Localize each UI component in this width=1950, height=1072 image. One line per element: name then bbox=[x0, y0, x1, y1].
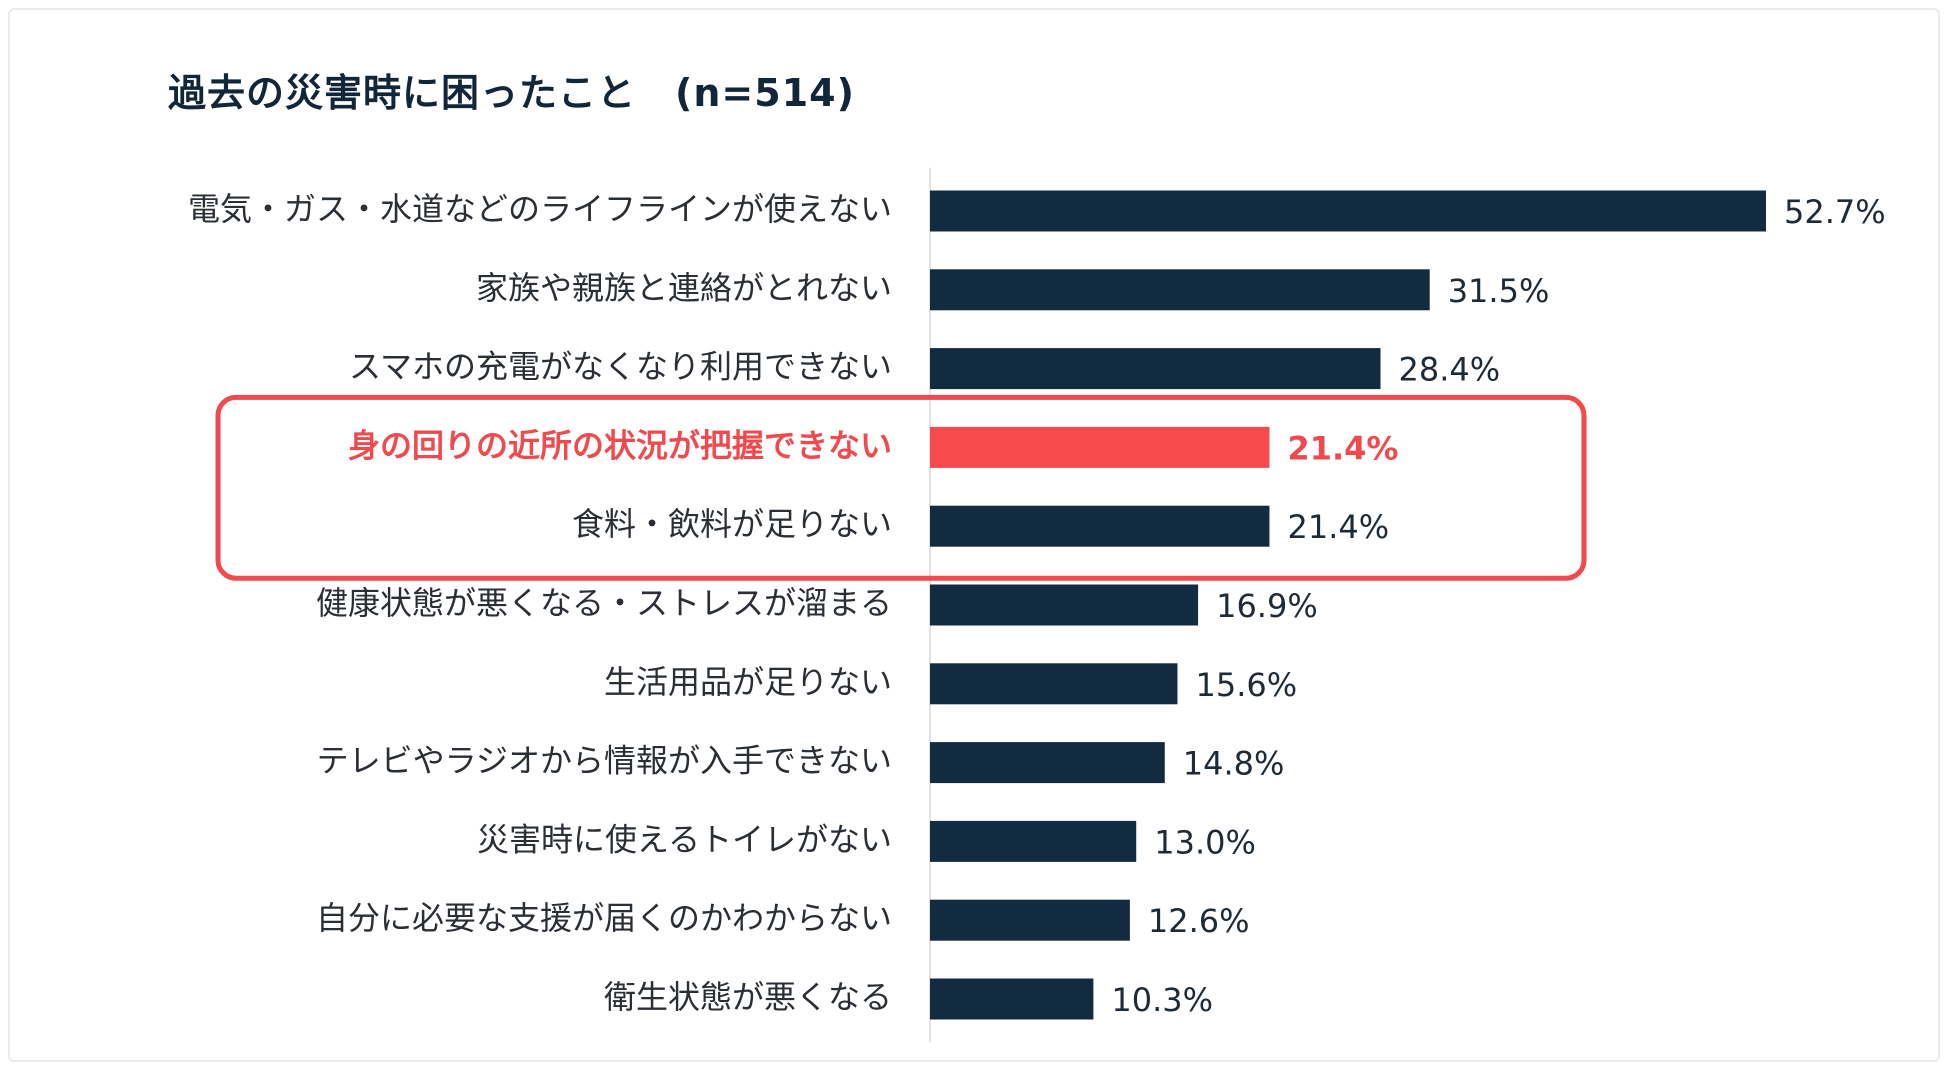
bar-10 bbox=[930, 978, 1094, 1020]
value-label-6: 15.6% bbox=[1195, 666, 1297, 704]
category-label-1: 家族や親族と連絡がとれない bbox=[476, 269, 892, 307]
category-label-2: スマホの充電がなくなり利用できない bbox=[349, 348, 892, 386]
value-label-10: 10.3% bbox=[1111, 981, 1213, 1019]
category-label-5: 健康状態が悪くなる・ストレスが溜まる bbox=[316, 584, 892, 622]
value-label-4: 21.4% bbox=[1287, 508, 1389, 546]
highlight-box bbox=[215, 394, 1587, 581]
bar-3 bbox=[930, 426, 1270, 468]
bar-1 bbox=[930, 269, 1430, 311]
bar-5 bbox=[930, 584, 1199, 626]
category-label-6: 生活用品が足りない bbox=[604, 663, 892, 701]
category-label-0: 電気・ガス・水道などのライフラインが使えない bbox=[188, 190, 892, 228]
value-label-8: 13.0% bbox=[1154, 823, 1256, 861]
bar-2 bbox=[930, 348, 1381, 390]
value-label-3: 21.4% bbox=[1287, 429, 1398, 467]
value-label-1: 31.5% bbox=[1448, 272, 1550, 310]
category-label-10: 衛生状態が悪くなる bbox=[604, 978, 892, 1016]
bar-7 bbox=[930, 742, 1165, 784]
bar-6 bbox=[930, 663, 1178, 705]
value-label-9: 12.6% bbox=[1148, 902, 1250, 940]
value-label-7: 14.8% bbox=[1183, 745, 1285, 783]
bar-9 bbox=[930, 899, 1130, 941]
bar-4 bbox=[930, 505, 1270, 547]
bar-8 bbox=[930, 820, 1137, 862]
category-label-7: テレビやラジオから情報が入手できない bbox=[317, 742, 892, 780]
category-label-9: 自分に必要な支援が届くのかわからない bbox=[316, 899, 892, 937]
category-label-3: 身の回りの近所の状況が把握できない bbox=[348, 426, 892, 464]
chart-title: 過去の災害時に困ったこと (n=514) bbox=[168, 71, 855, 115]
value-label-0: 52.7% bbox=[1784, 193, 1886, 231]
category-label-8: 災害時に使えるトイレがない bbox=[477, 820, 892, 858]
value-label-5: 16.9% bbox=[1216, 587, 1318, 625]
category-label-4: 食料・飲料が足りない bbox=[572, 505, 892, 543]
value-label-2: 28.4% bbox=[1399, 351, 1501, 389]
bar-0 bbox=[930, 190, 1766, 232]
